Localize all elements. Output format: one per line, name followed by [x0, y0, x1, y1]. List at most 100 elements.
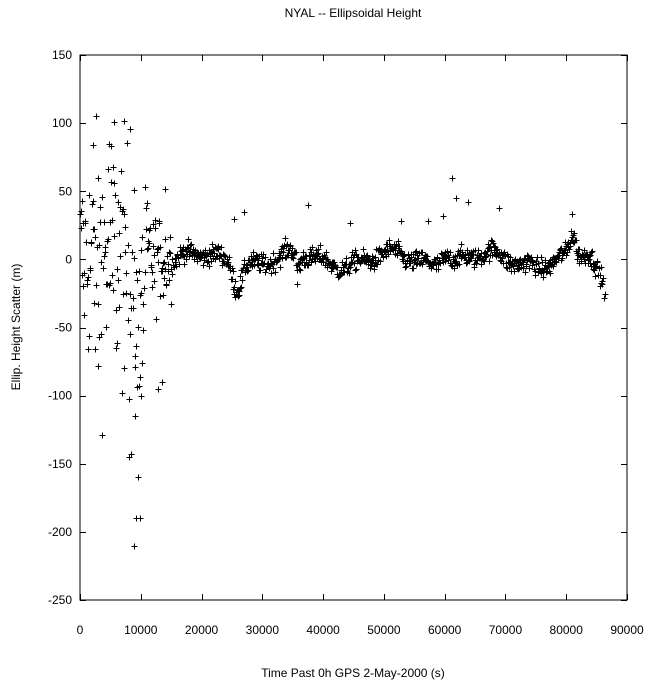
data-point — [412, 256, 419, 263]
data-point — [410, 265, 417, 272]
data-point — [270, 265, 277, 272]
data-point — [315, 246, 322, 253]
x-tick-label: 40000 — [306, 623, 340, 637]
data-point — [415, 255, 422, 262]
data-point — [483, 253, 490, 260]
data-point — [91, 226, 98, 233]
data-point — [91, 300, 98, 307]
data-point — [149, 269, 156, 276]
data-point — [163, 282, 170, 289]
data-point — [374, 261, 381, 268]
data-point — [352, 267, 359, 274]
data-point — [563, 252, 570, 259]
data-point — [215, 243, 222, 250]
chart-title: NYAL -- Ellipsoidal Height — [285, 6, 422, 20]
y-tick-labels: -250 -200 -150 -100 -50 0 50 100 150 — [48, 48, 72, 607]
data-point — [95, 301, 102, 308]
data-point — [144, 246, 151, 253]
data-point — [137, 374, 144, 381]
data-point — [109, 272, 116, 279]
data-point — [204, 259, 211, 266]
data-point — [155, 386, 162, 393]
data-point — [394, 252, 401, 259]
data-point — [133, 269, 140, 276]
data-point — [592, 273, 599, 280]
data-point — [131, 187, 138, 194]
data-point — [353, 266, 360, 273]
data-point — [407, 258, 414, 265]
data-point — [111, 233, 118, 240]
data-point — [126, 396, 133, 403]
data-point — [131, 255, 138, 262]
data-point — [300, 249, 307, 256]
data-point — [140, 327, 147, 334]
data-point — [100, 265, 107, 272]
data-point — [602, 291, 609, 298]
data-point — [108, 179, 115, 186]
data-point — [138, 247, 145, 254]
data-point — [156, 218, 163, 225]
data-point — [296, 260, 303, 267]
data-point — [152, 225, 159, 232]
data-point — [124, 140, 131, 147]
data-point — [235, 293, 242, 300]
data-point — [586, 256, 593, 263]
data-point — [475, 247, 482, 254]
data-point — [237, 273, 244, 280]
plot-frame — [79, 54, 628, 601]
data-point — [120, 291, 127, 298]
data-point — [122, 224, 129, 231]
data-point — [573, 237, 580, 244]
data-point — [471, 264, 478, 271]
data-point — [121, 211, 128, 218]
data-point — [402, 264, 409, 271]
data-point — [92, 234, 99, 241]
data-point — [123, 290, 130, 297]
data-point — [538, 254, 545, 261]
data-point — [118, 168, 125, 175]
data-point — [90, 142, 97, 149]
data-point — [145, 245, 152, 252]
y-tick-label: 150 — [52, 48, 72, 62]
data-point — [135, 474, 142, 481]
data-point — [86, 333, 93, 340]
data-point — [188, 241, 195, 248]
data-point — [81, 312, 88, 319]
data-point — [547, 270, 554, 277]
data-point — [289, 254, 296, 261]
data-point — [136, 268, 143, 275]
data-point — [164, 253, 171, 260]
x-axis-label: Time Past 0h GPS 2-May-2000 (s) — [261, 666, 445, 680]
data-point — [566, 246, 573, 253]
data-point — [167, 250, 174, 257]
data-point — [484, 248, 491, 255]
data-point — [290, 255, 297, 262]
data-point — [121, 118, 128, 125]
data-point — [259, 255, 266, 262]
data-point — [524, 252, 531, 259]
data-point — [262, 254, 269, 261]
data-point — [458, 241, 465, 248]
data-point — [395, 238, 402, 245]
data-point — [155, 259, 162, 266]
data-point — [440, 213, 447, 220]
data-point — [277, 264, 284, 271]
data-point — [77, 211, 84, 218]
x-tick-label: 60000 — [428, 623, 462, 637]
data-point — [180, 252, 187, 259]
data-point — [84, 281, 91, 288]
data-point — [166, 277, 173, 284]
data-point — [493, 247, 500, 254]
data-point — [144, 200, 151, 207]
data-point — [272, 269, 279, 276]
data-point — [87, 265, 94, 272]
data-point — [160, 260, 167, 267]
y-tick-label: -200 — [48, 525, 72, 539]
data-point — [98, 331, 105, 338]
data-point — [166, 249, 173, 256]
data-point — [107, 280, 114, 287]
data-point — [116, 304, 123, 311]
data-point — [105, 236, 112, 243]
data-point — [305, 202, 312, 209]
data-point — [85, 274, 92, 281]
